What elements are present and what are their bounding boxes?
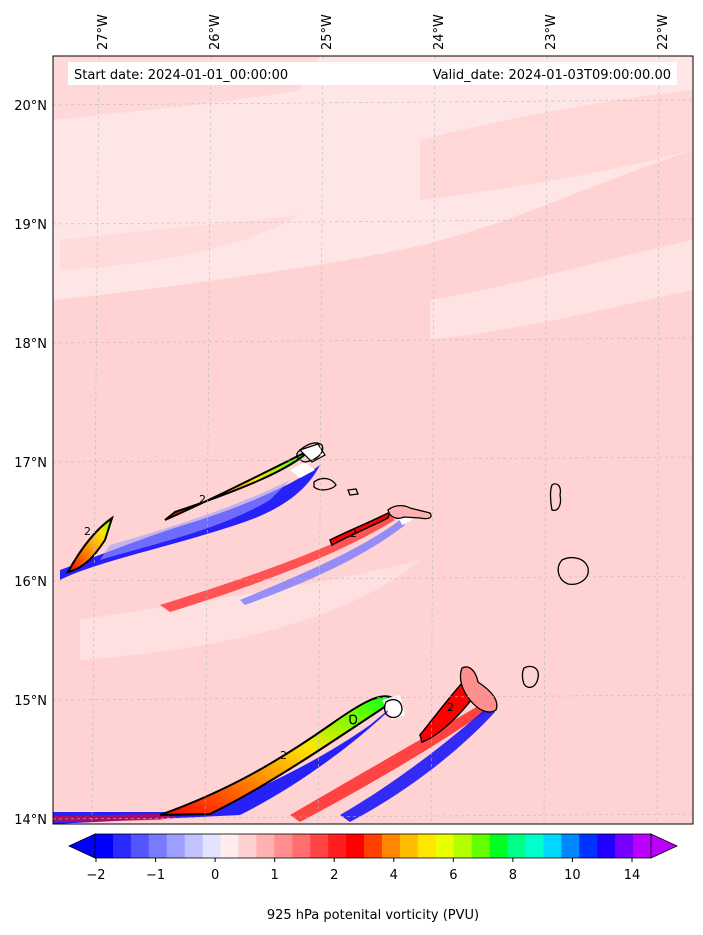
colorbar-tick-label: 0 [211, 868, 219, 883]
start-date-label: Start date: 2024-01-01_00:00:00 [74, 68, 288, 83]
lat-label: 18°N [14, 337, 47, 352]
colorbar-tick-label: 14 [624, 868, 641, 883]
contour-labels: 2 2 2 2 2 [84, 493, 454, 762]
island-sao-vicente [313, 477, 337, 491]
island-brava [349, 714, 358, 725]
island-sal [549, 483, 562, 511]
colorbar-cell [561, 834, 580, 858]
colorbar-cell [471, 834, 491, 858]
colorbar-cell [328, 834, 347, 858]
colorbar-tick-label: 4 [390, 868, 398, 883]
colorbar-cell [310, 834, 329, 858]
colorbar-cell [166, 834, 186, 858]
islands-coastlines [296, 442, 589, 725]
colorbar-tick-label: 10 [564, 868, 581, 883]
colorbar-cell [256, 834, 275, 858]
lat-label: 17°N [14, 456, 47, 471]
lat-label: 19°N [14, 218, 47, 233]
colorbar-cell [130, 834, 150, 858]
colorbar-cell [615, 834, 634, 858]
colorbar-cell [220, 834, 239, 858]
contour-label: 2 [350, 527, 357, 540]
colorbar-cell [489, 834, 509, 858]
colorbar-cell [417, 834, 437, 858]
graticule [53, 56, 693, 824]
colorbar-cell [238, 834, 257, 858]
colorbar-cell [525, 834, 544, 858]
colorbar-cell [202, 834, 222, 858]
pv-band-south [53, 678, 495, 824]
contour-label: 2 [280, 749, 287, 762]
lat-label: 20°N [14, 99, 47, 114]
longitude-labels: 27°W 26°W 25°W 24°W 23°W 22°W [96, 14, 671, 50]
colorbar-cell [184, 834, 204, 858]
colorbar-tick-label: 8 [509, 868, 517, 883]
island-sao-nicolau [387, 504, 432, 520]
colorbar-cell [453, 834, 473, 858]
pv-band-north [60, 443, 326, 580]
map-frame [52, 55, 694, 825]
colorbar-tick-label: 1 [271, 868, 279, 883]
lon-label: 27°W [96, 14, 111, 50]
colorbar-cell [364, 834, 383, 858]
header-box [68, 62, 677, 85]
colorbar-cell [274, 834, 293, 858]
lon-label: 26°W [208, 14, 223, 50]
island-santo-antao [296, 442, 324, 463]
colorbar-cell [579, 834, 598, 858]
colorbar-cell [507, 834, 526, 858]
contour-label: 2 [199, 493, 206, 506]
colorbar-tick-label: 6 [449, 868, 457, 883]
map-panel: 2 2 2 2 2 Start date: 2024-01-01_00:00:0… [53, 56, 693, 824]
contour-label: 2 [447, 701, 454, 714]
colorbar-tick-label: 2 [330, 868, 338, 883]
colorbar-cell [633, 834, 652, 858]
colorbar-cell [597, 834, 616, 858]
lon-label: 25°W [320, 14, 335, 50]
lon-label: 24°W [432, 14, 447, 50]
lon-label: 22°W [656, 14, 671, 50]
colorbar-tick-label: −1 [146, 868, 165, 883]
colorbar-cell [435, 834, 455, 858]
lat-label: 14°N [14, 813, 47, 828]
island-maio [521, 665, 539, 689]
colorbar-cell [292, 834, 311, 858]
colorbar: −2 −1 0 1 2 4 6 8 10 14 925 hPa potenital vortici… [68, 833, 678, 923]
colorbar-cell [95, 834, 114, 858]
colorbar-tick-label: −2 [86, 868, 105, 883]
valid-date-label: Valid_date: 2024-01-03T09:00:00.00 [433, 68, 671, 83]
colorbar-cell [381, 834, 401, 858]
island-santiago [459, 666, 498, 713]
colorbar-title: 925 hPa potenital vorticity (PVU) [267, 908, 479, 923]
lon-label: 23°W [544, 14, 559, 50]
colorbar-cell [399, 834, 419, 858]
colorbar-extend-high [650, 833, 678, 859]
contour-label: 2 [84, 525, 91, 538]
lat-label: 16°N [14, 575, 47, 590]
colorbar-frame [94, 833, 652, 859]
island-santa-luzia [347, 488, 359, 496]
island-boa-vista [557, 557, 589, 585]
colorbar-extend-low [68, 833, 96, 859]
island-fogo [383, 699, 403, 719]
colorbar-cell [543, 834, 562, 858]
colorbar-cell [148, 834, 168, 858]
colorbar-cell [112, 834, 132, 858]
latitude-labels: 20°N 19°N 18°N 17°N 16°N 15°N 14°N [14, 99, 47, 828]
colorbar-cell [346, 834, 365, 858]
lat-label: 15°N [14, 694, 47, 709]
